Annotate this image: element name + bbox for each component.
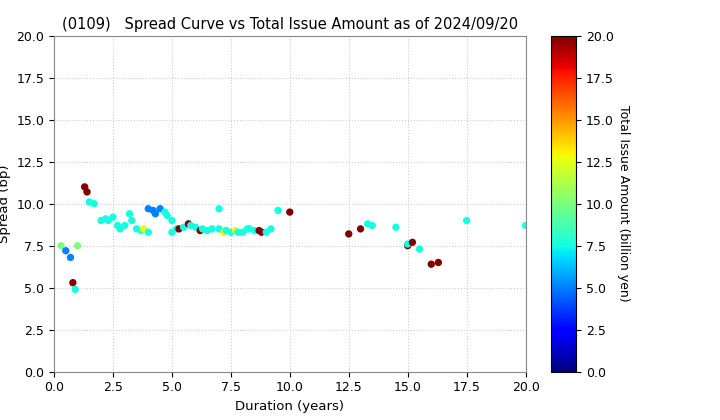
Point <box>67 279 78 286</box>
Point <box>81 189 93 195</box>
Point <box>119 222 130 229</box>
Point <box>112 222 123 229</box>
Point <box>202 227 213 234</box>
Point <box>135 227 147 234</box>
Point <box>343 231 354 237</box>
Point <box>265 226 276 232</box>
Point <box>242 226 253 232</box>
Point <box>166 229 178 236</box>
Point <box>218 229 230 236</box>
Point <box>84 199 95 205</box>
Point <box>183 220 194 227</box>
Point <box>143 205 154 212</box>
Point <box>190 224 202 231</box>
Point <box>206 226 217 232</box>
Point <box>114 226 126 232</box>
Point <box>143 229 154 236</box>
Point <box>230 227 241 234</box>
Point <box>138 226 149 232</box>
Point <box>55 242 67 249</box>
Point <box>433 259 444 266</box>
Point <box>166 217 178 224</box>
Point <box>244 226 256 232</box>
Y-axis label: Spread (bp): Spread (bp) <box>0 165 11 243</box>
Point <box>520 222 531 229</box>
Point <box>366 222 378 229</box>
Point <box>248 227 260 234</box>
Point <box>253 227 265 234</box>
Point <box>79 184 91 190</box>
Point <box>426 261 437 268</box>
Point <box>102 217 114 224</box>
Point <box>256 229 267 236</box>
Point <box>154 205 166 212</box>
Point <box>402 241 413 247</box>
Point <box>261 229 272 236</box>
Point <box>107 214 119 220</box>
Point <box>95 217 107 224</box>
Point <box>194 227 206 234</box>
Point <box>174 226 185 232</box>
Point <box>390 224 402 231</box>
Point <box>407 239 418 246</box>
Point <box>131 226 143 232</box>
Point <box>185 222 197 229</box>
Y-axis label: Total Issue Amount (billion yen): Total Issue Amount (billion yen) <box>617 105 630 302</box>
Point <box>148 207 159 214</box>
Point <box>72 242 84 249</box>
Point <box>284 209 296 215</box>
Point <box>232 229 243 236</box>
Point <box>159 209 171 215</box>
Title: (0109)   Spread Curve vs Total Issue Amount as of 2024/09/20: (0109) Spread Curve vs Total Issue Amoun… <box>62 17 518 32</box>
Point <box>237 229 248 236</box>
Point <box>124 210 135 217</box>
Point <box>100 215 112 222</box>
Point <box>461 217 472 224</box>
Point <box>213 226 225 232</box>
Point <box>65 254 76 261</box>
Point <box>161 212 173 219</box>
Point <box>414 246 426 252</box>
Point <box>272 207 284 214</box>
Point <box>197 226 208 232</box>
Point <box>355 226 366 232</box>
Point <box>171 226 182 232</box>
Point <box>150 210 161 217</box>
Point <box>225 229 237 236</box>
Point <box>126 217 138 224</box>
Point <box>213 205 225 212</box>
Point <box>60 247 71 254</box>
Point <box>362 220 374 227</box>
Point <box>69 286 81 293</box>
X-axis label: Duration (years): Duration (years) <box>235 400 344 413</box>
Point <box>220 227 232 234</box>
Point <box>89 200 100 207</box>
Point <box>402 242 413 249</box>
Point <box>178 224 189 231</box>
